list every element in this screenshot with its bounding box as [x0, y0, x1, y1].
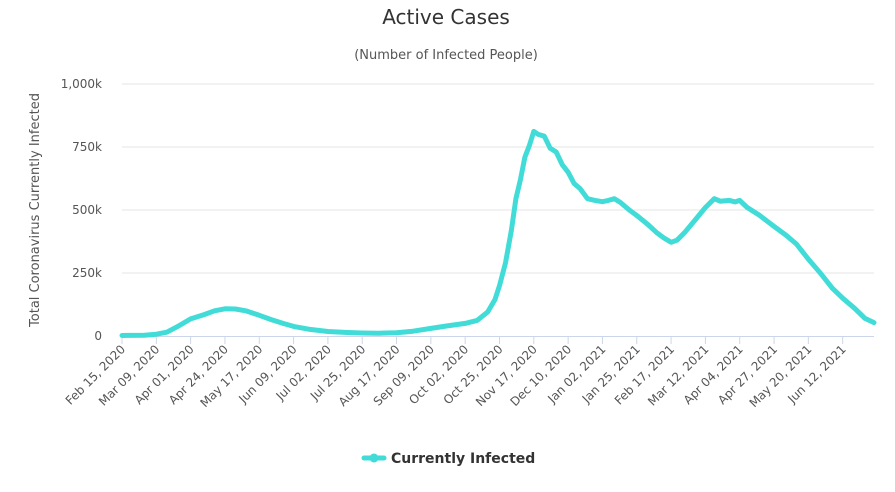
legend-marker	[369, 453, 379, 463]
x-tick-label: Feb 15, 2020	[63, 342, 128, 407]
series-layer	[119, 128, 877, 338]
y-tick-label: 1,000k	[61, 77, 102, 91]
legend-label-currently-infected: Currently Infected	[391, 451, 535, 467]
y-axis-label: Total Coronavirus Currently Infected	[28, 93, 43, 328]
y-tick-label: 500k	[72, 203, 102, 217]
x-tick-label: Feb 17, 2021	[612, 342, 677, 407]
chart-title: Active Cases	[382, 5, 510, 29]
chart-subtitle: (Number of Infected People)	[354, 48, 538, 63]
y-tick-label: 0	[94, 329, 102, 343]
y-tick-label: 250k	[72, 266, 102, 280]
y-axis-ticks: 0 250k 500k 750k 1,000k	[61, 77, 102, 343]
gridlines	[122, 83, 874, 274]
series-line-currently-infected[interactable]	[119, 128, 877, 338]
legend[interactable]: Currently Infected	[361, 451, 535, 467]
y-tick-label: 750k	[72, 140, 102, 154]
